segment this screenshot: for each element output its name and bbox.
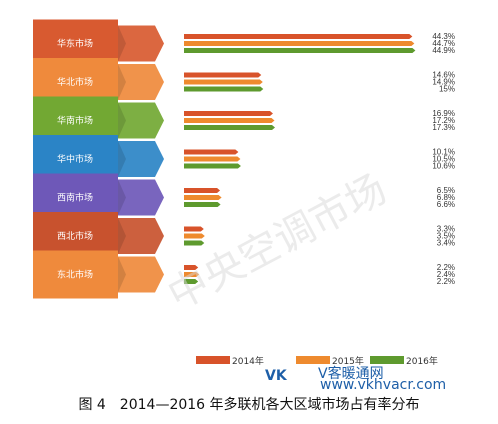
region-label: 华北市场 xyxy=(57,76,93,88)
value-label: 3.3% xyxy=(437,225,455,234)
value-label: 16.9% xyxy=(432,109,455,118)
region-arrow xyxy=(118,25,164,62)
bar xyxy=(184,156,241,162)
region-arrow xyxy=(118,179,164,216)
region-label: 华中市场 xyxy=(57,153,93,165)
region-arrow xyxy=(118,64,164,100)
region-fold xyxy=(118,218,126,254)
legend-label: 2016年 xyxy=(406,355,438,367)
region-fold xyxy=(118,64,126,100)
legend-swatch xyxy=(370,356,404,364)
value-label: 17.2% xyxy=(432,116,455,125)
bar xyxy=(184,265,199,270)
value-label: 2.4% xyxy=(437,270,455,279)
value-label: 3.5% xyxy=(437,232,455,241)
value-label: 6.8% xyxy=(437,193,455,202)
region-fold xyxy=(118,179,126,216)
legend: 2014年 2015年 2016年 xyxy=(196,355,438,367)
bar xyxy=(184,202,221,207)
bar xyxy=(184,272,200,277)
region-label: 华东市场 xyxy=(57,38,93,50)
region-block xyxy=(33,250,118,299)
value-label: 44.3% xyxy=(432,32,455,41)
bar xyxy=(184,72,262,78)
legend-label: 2015年 xyxy=(332,355,364,367)
bar xyxy=(184,188,221,193)
bar xyxy=(184,125,276,130)
bar xyxy=(184,233,205,239)
region-arrow xyxy=(118,218,164,254)
bar-groups xyxy=(184,34,416,284)
region-arrow xyxy=(118,102,164,139)
region-arrow xyxy=(118,256,164,293)
legend-swatch xyxy=(196,356,230,364)
region-label: 西北市场 xyxy=(57,230,93,242)
bar xyxy=(184,240,205,246)
region-arrow xyxy=(118,141,164,177)
region-fold xyxy=(118,256,126,293)
bar xyxy=(184,48,416,53)
bar xyxy=(184,163,241,169)
region-label: 西南市场 xyxy=(57,192,93,204)
value-label: 17.3% xyxy=(432,123,455,132)
value-label: 44.7% xyxy=(432,39,455,48)
value-label: 2.2% xyxy=(437,277,455,286)
site-logo: VK V客暖通网 www.vkhvacr.com xyxy=(265,365,446,390)
bar xyxy=(184,34,413,39)
value-label: 2.2% xyxy=(437,263,455,272)
site-name: V客暖通网 xyxy=(318,365,384,382)
region-label: 东北市场 xyxy=(57,269,93,281)
value-label: 14.9% xyxy=(432,78,455,87)
value-label: 10.5% xyxy=(432,155,455,164)
site-logo-mark: VK xyxy=(265,368,288,384)
legend-label: 2014年 xyxy=(232,355,264,367)
region-fold xyxy=(118,25,126,62)
bar xyxy=(184,111,273,116)
bar xyxy=(184,41,415,46)
bar xyxy=(184,149,239,155)
value-label: 3.4% xyxy=(437,239,455,248)
bar xyxy=(184,79,263,85)
bar xyxy=(184,86,264,92)
value-label: 14.6% xyxy=(432,71,455,80)
figure-caption: 图 4 2014—2016 年多联机各大区域市场占有率分布 xyxy=(78,397,420,413)
region-label: 华南市场 xyxy=(57,115,93,127)
value-labels: 44.3%44.7%44.9% 14.6%14.9%15% 16.9%17.2%17… xyxy=(432,32,455,286)
region-fold xyxy=(118,141,126,177)
region-fold xyxy=(118,102,126,139)
legend-swatch xyxy=(296,356,330,364)
bar xyxy=(184,279,199,284)
value-label: 10.6% xyxy=(432,162,455,171)
bar xyxy=(184,226,204,232)
bar xyxy=(184,118,275,123)
site-url: www.vkhvacr.com xyxy=(320,377,446,390)
value-label: 6.6% xyxy=(437,200,455,209)
value-label: 10.1% xyxy=(432,148,455,157)
bar xyxy=(184,195,222,200)
value-label: 44.9% xyxy=(432,46,455,55)
value-label: 15% xyxy=(439,85,455,94)
value-label: 6.5% xyxy=(437,186,455,195)
